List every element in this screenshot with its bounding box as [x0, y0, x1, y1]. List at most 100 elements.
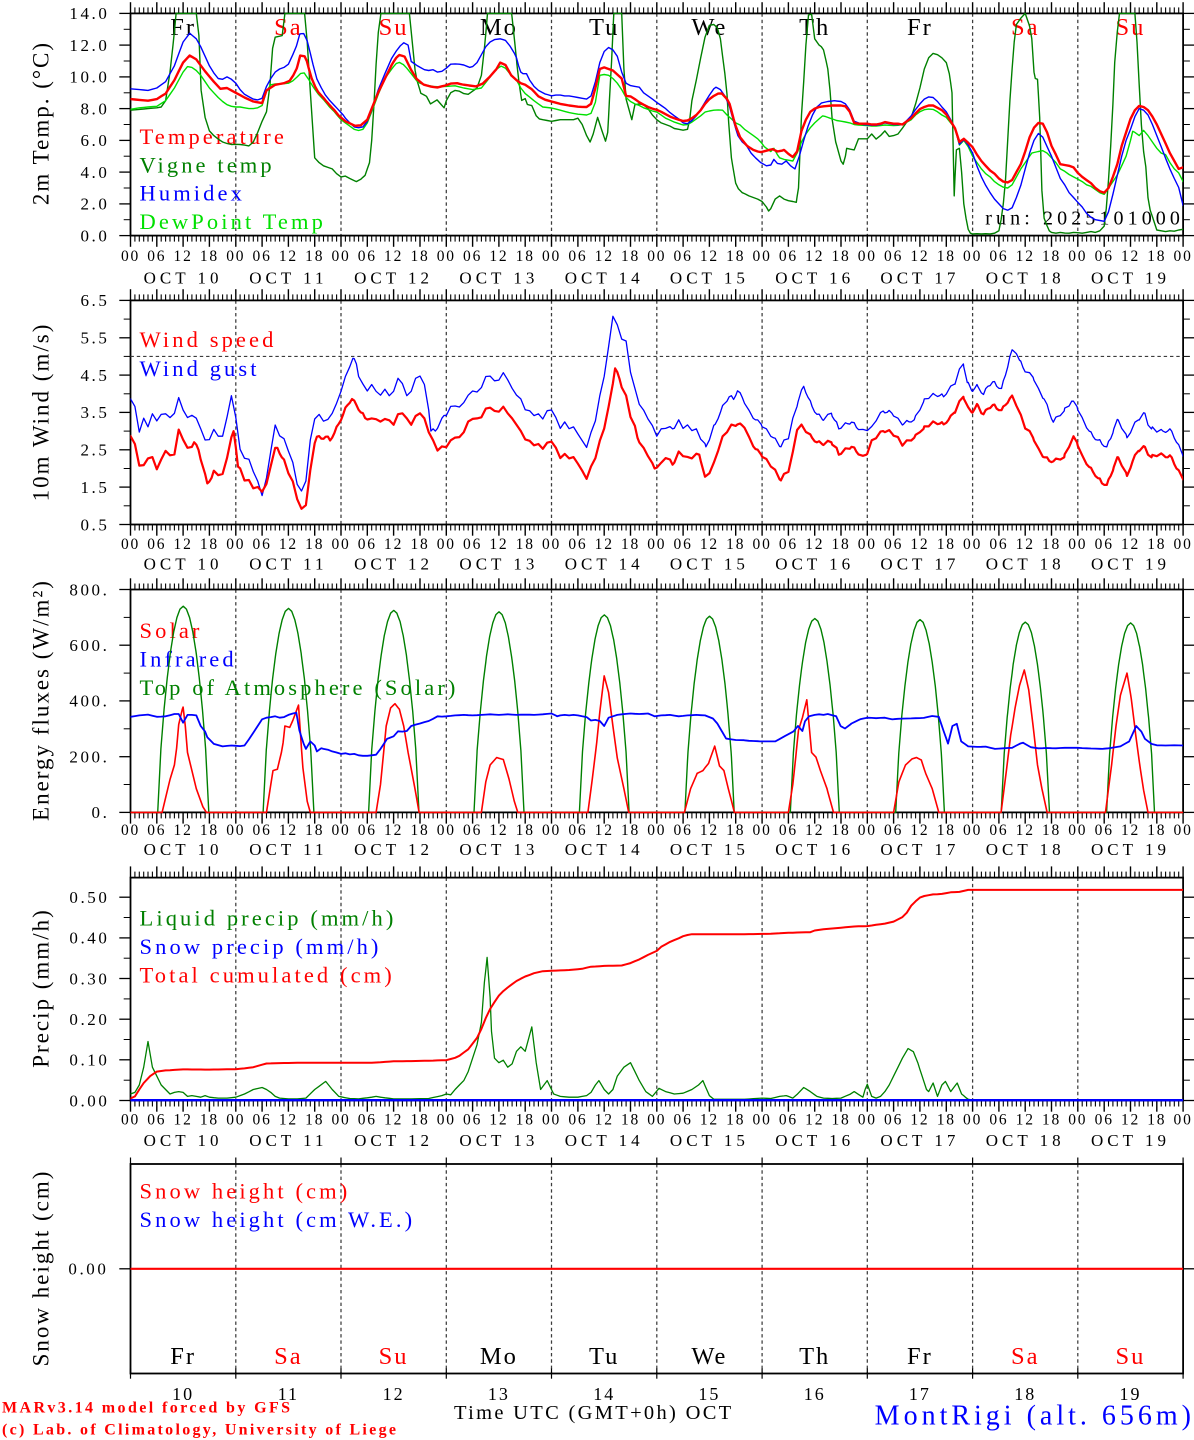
svg-text:06: 06	[884, 248, 903, 265]
svg-text:Total cumulated (cm): Total cumulated (cm)	[140, 963, 395, 988]
svg-text:18: 18	[410, 536, 429, 553]
svg-text:Solar: Solar	[140, 618, 203, 643]
svg-text:18: 18	[410, 822, 429, 839]
svg-text:17: 17	[909, 1384, 931, 1404]
svg-text:18: 18	[831, 248, 850, 265]
svg-text:OCT 17: OCT 17	[880, 840, 959, 859]
svg-text:Wind speed: Wind speed	[140, 327, 277, 352]
svg-text:00: 00	[647, 822, 666, 839]
svg-text:11: 11	[278, 1384, 299, 1404]
svg-text:12: 12	[384, 822, 403, 839]
svg-text:OCT 15: OCT 15	[670, 840, 749, 859]
svg-text:00: 00	[1174, 248, 1193, 265]
svg-text:00: 00	[542, 1112, 561, 1129]
svg-text:0.30: 0.30	[69, 969, 109, 988]
svg-text:12: 12	[910, 536, 929, 553]
svg-text:We: We	[691, 14, 727, 41]
svg-text:Snow height (cm W.E.): Snow height (cm W.E.)	[140, 1207, 416, 1232]
svg-text:00: 00	[437, 248, 456, 265]
svg-text:12: 12	[174, 248, 193, 265]
svg-text:OCT 12: OCT 12	[354, 269, 433, 288]
svg-text:OCT 15: OCT 15	[670, 555, 749, 574]
svg-text:OCT 10: OCT 10	[144, 555, 223, 574]
svg-text:06: 06	[1095, 248, 1114, 265]
svg-text:14: 14	[593, 1384, 615, 1404]
svg-text:12: 12	[1121, 1112, 1140, 1129]
svg-text:Sa: Sa	[1011, 1343, 1040, 1370]
svg-text:OCT 16: OCT 16	[775, 555, 854, 574]
svg-text:12: 12	[910, 822, 929, 839]
svg-text:00: 00	[437, 1112, 456, 1129]
svg-text:0.: 0.	[92, 803, 110, 822]
svg-text:06: 06	[463, 248, 482, 265]
svg-text:Wind gust: Wind gust	[140, 356, 260, 381]
svg-text:18: 18	[200, 822, 219, 839]
svg-text:18: 18	[1042, 822, 1061, 839]
svg-text:18: 18	[305, 1112, 324, 1129]
svg-text:18: 18	[831, 822, 850, 839]
svg-text:12: 12	[1016, 248, 1035, 265]
svg-text:0.00: 0.00	[69, 1091, 109, 1110]
svg-text:12: 12	[1016, 822, 1035, 839]
svg-text:06: 06	[1095, 536, 1114, 553]
svg-text:00: 00	[1068, 536, 1087, 553]
svg-text:18: 18	[1042, 536, 1061, 553]
svg-text:0.5: 0.5	[80, 515, 109, 534]
svg-text:Snow precip (mm/h): Snow precip (mm/h)	[140, 934, 382, 959]
svg-text:00: 00	[1174, 822, 1193, 839]
svg-text:OCT 13: OCT 13	[459, 840, 538, 859]
svg-text:14.0: 14.0	[69, 4, 109, 23]
svg-text:00: 00	[647, 536, 666, 553]
svg-text:OCT 18: OCT 18	[986, 1131, 1065, 1150]
svg-text:18: 18	[726, 536, 745, 553]
svg-text:OCT 11: OCT 11	[249, 1131, 327, 1150]
svg-text:13: 13	[488, 1384, 510, 1404]
svg-text:OCT 17: OCT 17	[880, 269, 959, 288]
svg-text:12: 12	[805, 248, 824, 265]
svg-text:06: 06	[1095, 822, 1114, 839]
svg-text:18: 18	[937, 248, 956, 265]
svg-text:10m Wind (m/s): 10m Wind (m/s)	[29, 323, 54, 502]
svg-text:12: 12	[489, 248, 508, 265]
svg-text:00: 00	[121, 1112, 140, 1129]
svg-text:06: 06	[989, 1112, 1008, 1129]
svg-text:12: 12	[595, 1112, 614, 1129]
svg-text:Mo: Mo	[480, 1343, 518, 1370]
svg-text:OCT 18: OCT 18	[986, 840, 1065, 859]
svg-text:Liquid precip (mm/h): Liquid precip (mm/h)	[140, 906, 397, 931]
svg-text:12: 12	[805, 536, 824, 553]
svg-text:18: 18	[937, 536, 956, 553]
svg-text:OCT 19: OCT 19	[1091, 840, 1170, 859]
svg-text:06: 06	[884, 536, 903, 553]
svg-text:06: 06	[779, 536, 798, 553]
svg-text:00: 00	[331, 536, 350, 553]
svg-text:600.: 600.	[69, 636, 109, 655]
svg-text:12: 12	[384, 248, 403, 265]
svg-text:OCT 11: OCT 11	[249, 269, 327, 288]
svg-text:00: 00	[226, 822, 245, 839]
svg-text:Energy fluxes (W/m²): Energy fluxes (W/m²)	[29, 579, 54, 821]
svg-text:Temperature: Temperature	[140, 124, 287, 149]
svg-text:Snow height (cm): Snow height (cm)	[140, 1179, 351, 1204]
svg-text:00: 00	[1174, 1112, 1193, 1129]
svg-text:MARv3.14 model forced by GFS: MARv3.14 model forced by GFS	[2, 1400, 292, 1417]
svg-text:06: 06	[253, 1112, 272, 1129]
svg-text:06: 06	[147, 1112, 166, 1129]
svg-text:06: 06	[884, 1112, 903, 1129]
svg-text:00: 00	[437, 536, 456, 553]
svg-text:06: 06	[674, 1112, 693, 1129]
svg-text:12: 12	[489, 822, 508, 839]
svg-text:Su: Su	[1116, 1343, 1146, 1370]
svg-text:06: 06	[568, 822, 587, 839]
svg-text:Precip (mm/h): Precip (mm/h)	[29, 908, 54, 1068]
svg-text:OCT 10: OCT 10	[144, 1131, 223, 1150]
svg-text:Su: Su	[379, 14, 409, 41]
svg-text:12.0: 12.0	[69, 36, 109, 55]
svg-text:06: 06	[884, 822, 903, 839]
svg-text:18: 18	[305, 248, 324, 265]
svg-text:00: 00	[542, 248, 561, 265]
svg-text:06: 06	[463, 536, 482, 553]
svg-text:Snow height (cm): Snow height (cm)	[29, 1170, 54, 1367]
svg-text:12: 12	[383, 1384, 405, 1404]
svg-text:18: 18	[410, 248, 429, 265]
